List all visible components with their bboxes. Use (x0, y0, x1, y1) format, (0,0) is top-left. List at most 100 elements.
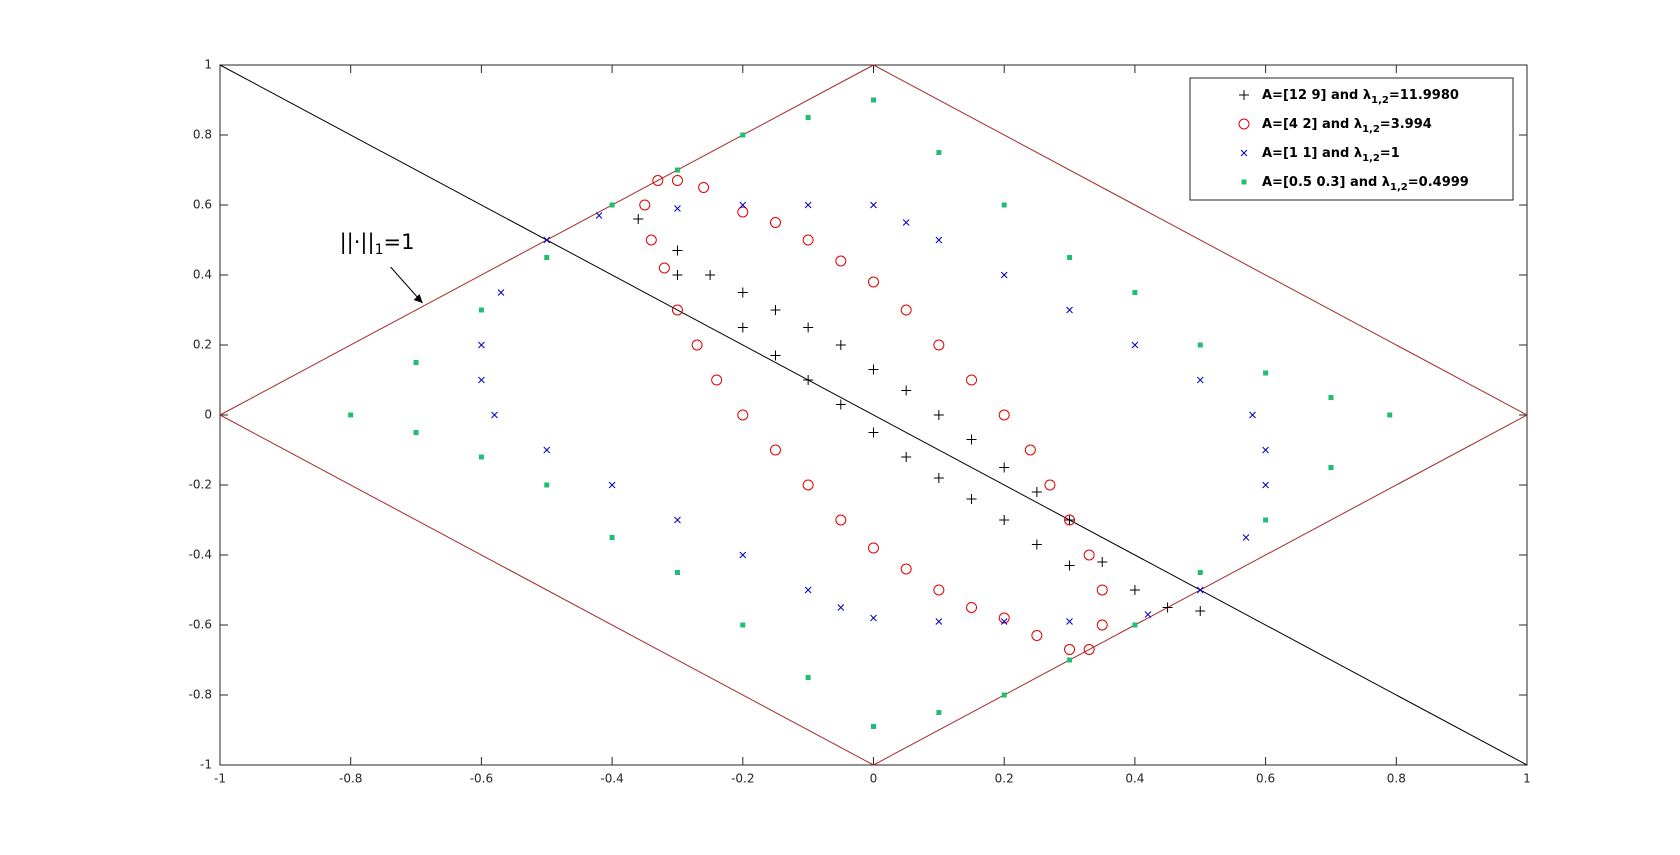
marker-plus (1064, 560, 1075, 571)
y-tick-label: 0.8 (193, 128, 212, 142)
marker-plus (901, 385, 912, 396)
marker-plus (803, 322, 814, 333)
marker-circle (998, 612, 1010, 624)
marker-plus (901, 452, 912, 462)
marker-plus (1129, 585, 1140, 595)
marker-square (413, 430, 419, 435)
marker-plus (1064, 515, 1075, 525)
marker-square (740, 132, 746, 138)
marker-plus (770, 305, 781, 315)
y-tick-label: 0.4 (193, 268, 212, 282)
marker-x (491, 411, 498, 419)
marker-circle (900, 304, 912, 316)
marker-circle (658, 262, 670, 274)
x-tick-label: 1 (1523, 772, 1531, 786)
marker-circle (998, 409, 1010, 421)
marker-x (739, 551, 747, 559)
marker-circle (645, 234, 657, 246)
marker-x (837, 604, 845, 611)
marker-square (1197, 342, 1203, 348)
x-tick-label: -0.2 (731, 772, 754, 786)
legend-label: A=[1 1] and λ1,2=1 (1262, 146, 1400, 165)
marker-plus (1031, 539, 1042, 550)
marker-square (413, 360, 419, 365)
marker-circle (711, 374, 723, 386)
marker-x (497, 289, 505, 296)
marker-circle (966, 374, 978, 386)
marker-circle (802, 234, 814, 246)
marker-square (1132, 290, 1138, 295)
marker-x (870, 201, 877, 209)
marker-x (1262, 481, 1269, 489)
marker-circle (769, 444, 781, 456)
marker-circle (1031, 630, 1043, 641)
marker-plus (672, 245, 683, 256)
marker-x (739, 201, 747, 209)
x-tick-label: 0.8 (1387, 772, 1406, 786)
marker-circle (1096, 584, 1108, 596)
y-tick-label: -0.8 (189, 688, 212, 702)
marker-square (478, 307, 484, 313)
x-tick-label: 0.2 (995, 772, 1014, 786)
annotation-tail: =1 (383, 230, 414, 254)
x-tick-label: -1 (214, 772, 226, 786)
annotation-arrowhead (413, 294, 423, 303)
legend-subscript: 1,2 (1362, 153, 1380, 164)
marker-circle (1024, 444, 1036, 456)
marker-x (595, 212, 603, 219)
marker-square (478, 454, 484, 460)
marker-plus (705, 270, 716, 280)
marker-square (544, 482, 550, 488)
marker-x (1240, 149, 1248, 157)
legend-name: A=[4 2] and λ (1262, 117, 1362, 132)
marker-square (805, 115, 811, 120)
marker-x (1066, 618, 1073, 625)
marker-circle (652, 175, 664, 186)
legend-subscript: 1,2 (1371, 95, 1389, 106)
legend-label: A=[0.5 0.3] and λ1,2=0.4999 (1262, 175, 1469, 194)
marker-plus (999, 462, 1010, 473)
marker-circle (698, 182, 710, 193)
marker-plus (1239, 90, 1249, 100)
legend-label: A=[12 9] and λ1,2=11.9980 (1262, 88, 1459, 107)
marker-x (1131, 341, 1139, 349)
x-tick-label: -0.8 (339, 772, 362, 786)
marker-x (674, 516, 681, 524)
reference-line (219, 64, 1528, 766)
marker-plus (1031, 487, 1042, 497)
marker-square (936, 150, 942, 155)
annotation-subscript: 1 (375, 242, 384, 258)
marker-square (1387, 412, 1393, 418)
marker-circle (868, 542, 879, 554)
marker-x (674, 205, 681, 212)
marker-circle (933, 339, 945, 351)
marker-x (478, 341, 485, 349)
marker-circle (1083, 644, 1095, 655)
marker-plus (933, 473, 944, 483)
marker-x (870, 614, 877, 622)
marker-circle (1238, 118, 1250, 130)
marker-square (609, 535, 615, 540)
marker-square (1067, 255, 1073, 260)
y-tick-label: 1 (204, 58, 212, 72)
marker-x (1249, 411, 1256, 419)
marker-square (674, 570, 680, 575)
x-tick-label: -0.6 (470, 772, 493, 786)
y-tick-label: -0.4 (189, 548, 212, 562)
marker-square (1263, 517, 1269, 523)
x-tick-label: 0 (870, 772, 878, 786)
marker-circle (1064, 644, 1076, 655)
marker-circle (1044, 479, 1056, 491)
y-tick-label: 0.6 (193, 198, 212, 212)
marker-square (1197, 570, 1203, 575)
marker-x (543, 236, 551, 244)
legend-label: A=[4 2] and λ1,2=3.994 (1262, 117, 1432, 136)
marker-square (740, 622, 746, 628)
marker-x (1242, 534, 1250, 541)
marker-x (935, 618, 943, 625)
y-tick-label: -1 (200, 758, 212, 772)
y-tick-label: 0.2 (193, 338, 212, 352)
marker-square (1001, 692, 1007, 698)
legend-name: A=[0.5 0.3] and λ (1262, 175, 1390, 190)
